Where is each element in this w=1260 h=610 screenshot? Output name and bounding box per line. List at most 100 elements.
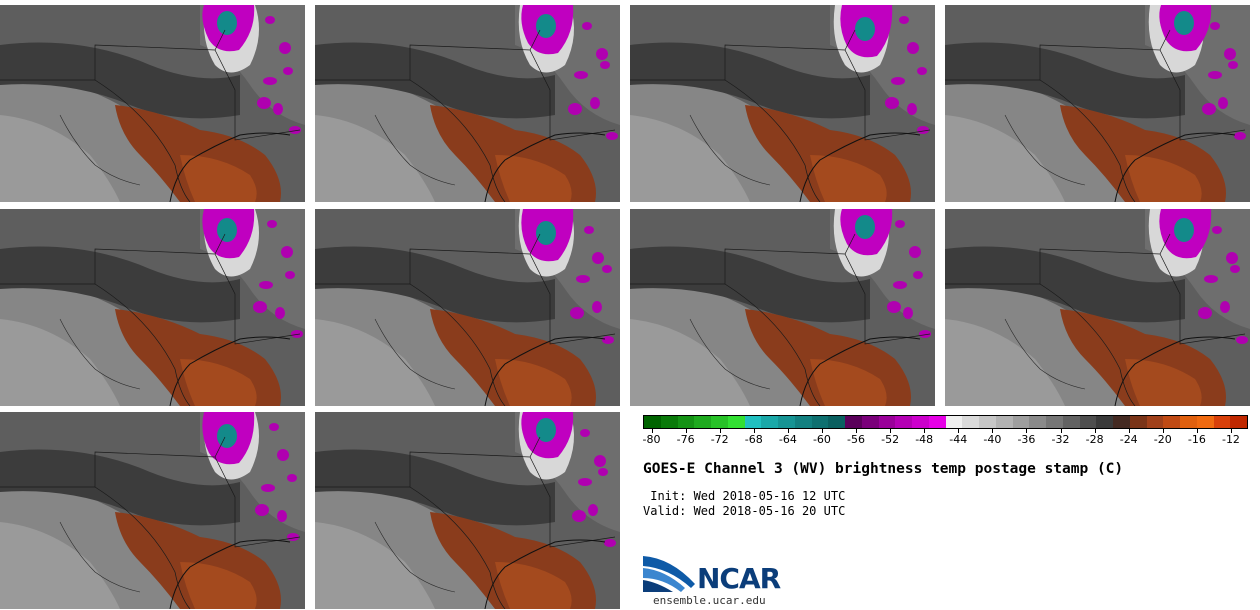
stamp-panel-7: 7 (630, 209, 935, 406)
colorbar-segment (1096, 416, 1113, 428)
colorbar-segment (828, 416, 845, 428)
colorbar-tick-mark (1162, 429, 1164, 433)
colorbar-tick-mark (924, 429, 926, 433)
satellite-map (0, 5, 305, 202)
satellite-map (0, 412, 305, 609)
colorbar-segment (1196, 416, 1214, 428)
colorbar-tick-label: -56 (847, 433, 865, 446)
colorbar-tick-mark (856, 429, 858, 433)
colorbar-segment (1180, 416, 1197, 428)
satellite-map (945, 5, 1250, 202)
colorbar-tick-label: -48 (915, 433, 934, 446)
colorbar-segment (995, 416, 1013, 428)
colorbar-tick-label: -40 (983, 433, 1002, 446)
stamp-panel-4: 4 (945, 5, 1250, 202)
colorbar-segment (761, 416, 778, 428)
colorbar-segment (1029, 416, 1046, 428)
colorbar-segment (1046, 416, 1063, 428)
colorbar-segment (878, 416, 896, 428)
satellite-map (315, 209, 620, 406)
colorbar-tick-mark (787, 429, 789, 433)
colorbar-segment (979, 416, 996, 428)
colorbar-tick-label: -32 (1051, 433, 1070, 446)
colorbar-tick-mark (1060, 429, 1062, 433)
colorbar-segment (1079, 416, 1097, 428)
colorbar-tick-mark (821, 429, 823, 433)
colorbar-segment (1213, 416, 1231, 428)
colorbar-segment (1146, 416, 1164, 428)
colorbar-tick-mark (890, 429, 892, 433)
stamp-panel-3: 3 (630, 5, 935, 202)
colorbar-segment (1062, 416, 1080, 428)
colorbar-tick-label: -16 (1187, 433, 1206, 446)
colorbar-tick-label: -12 (1221, 433, 1240, 446)
figure-title: GOES-E Channel 3 (WV) brightness temp po… (643, 461, 1124, 477)
colorbar-tick-label: -80 (642, 433, 661, 446)
colorbar-segment (845, 416, 862, 428)
colorbar-segment (861, 416, 879, 428)
colorbar-segment (711, 416, 728, 428)
colorbar-segment (1129, 416, 1147, 428)
ncar-swoosh-logo-icon (643, 556, 695, 592)
satellite-map (315, 5, 620, 202)
colorbar-segment (1012, 416, 1030, 428)
colorbar-segment (694, 416, 711, 428)
stamp-panel-2: 2 (315, 5, 620, 202)
colorbar-tick-mark (958, 429, 960, 433)
colorbar-segment (811, 416, 829, 428)
stamp-panel-6: 6 (315, 209, 620, 406)
stamp-panel-9: 9 (0, 412, 305, 609)
colorbar-segment (928, 416, 946, 428)
colorbar-segment (744, 416, 762, 428)
colorbar-tick-mark (1026, 429, 1028, 433)
colorbar-tick-mark (753, 429, 755, 433)
satellite-map (0, 209, 305, 406)
colorbar-tick-label: -44 (949, 433, 968, 446)
satellite-map (630, 5, 935, 202)
colorbar-tick-mark (992, 429, 994, 433)
colorbar-tick-mark (685, 429, 687, 433)
colorbar-segment (945, 416, 963, 428)
colorbar-tick-label: -36 (1017, 433, 1036, 446)
colorbar-segment (962, 416, 979, 428)
stamp-panel-8: 8 (945, 209, 1250, 406)
stamp-panel-1: 1 (0, 5, 305, 202)
colorbar-segment (912, 416, 929, 428)
colorbar-tick-label: -64 (778, 433, 797, 446)
init-time: Init: Wed 2018-05-16 12 UTC (643, 489, 846, 503)
colorbar-tick-label: -68 (744, 433, 763, 446)
satellite-map (630, 209, 935, 406)
ncar-logo-text: NCAR (697, 562, 781, 595)
colorbar-tick-label: -20 (1153, 433, 1172, 446)
stamp-panel-5: 5 (0, 209, 305, 406)
colorbar-tick-mark (651, 429, 653, 433)
colorbar-ticks: -80 -76 -72 -68 -64 -60 -56 -52 -48 -44 -40 -36 -32 -… (643, 429, 1248, 449)
stamp-panel-10: 10 (315, 412, 620, 609)
colorbar-segment (727, 416, 745, 428)
colorbar-tick-mark (719, 429, 721, 433)
colorbar-tick-label: -24 (1119, 433, 1138, 446)
colorbar-tick-mark (1230, 429, 1232, 433)
colorbar-tick-mark (1094, 429, 1096, 433)
colorbar-segment (644, 416, 661, 428)
colorbar (643, 415, 1248, 429)
satellite-map (315, 412, 620, 609)
colorbar-segment (794, 416, 812, 428)
colorbar-segment (1230, 416, 1247, 428)
colorbar-tick-label: -76 (676, 433, 695, 446)
colorbar-segment (895, 416, 912, 428)
satellite-map (945, 209, 1250, 406)
colorbar-tick-label: -28 (1085, 433, 1104, 446)
valid-time: Valid: Wed 2018-05-16 20 UTC (643, 504, 846, 518)
colorbar-tick-mark (1196, 429, 1198, 433)
colorbar-tick-label: -52 (881, 433, 900, 446)
colorbar-segment (778, 416, 795, 428)
colorbar-tick-mark (1128, 429, 1130, 433)
colorbar-segment (660, 416, 678, 428)
colorbar-tick-label: -72 (710, 433, 729, 446)
colorbar-segment (1113, 416, 1130, 428)
website-url: ensemble.ucar.edu (653, 594, 766, 607)
colorbar-segment (1163, 416, 1180, 428)
colorbar-segment (677, 416, 695, 428)
colorbar-tick-label: -60 (812, 433, 831, 446)
